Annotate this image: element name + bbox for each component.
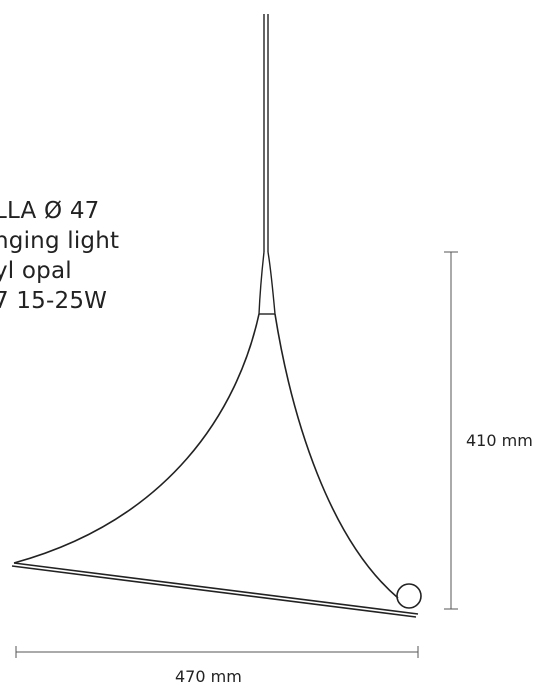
height-dimension-line [444,251,458,610]
suspension-cable [263,14,269,252]
bulb-icon [396,583,422,609]
lamp-neck [258,251,276,315]
product-material: yl opal [0,258,72,284]
height-dimension-label: 410 mm [466,431,533,450]
product-name: LLA Ø 47 [0,198,100,224]
product-lamp: 7 15-25W [0,288,108,314]
width-dimension-line [15,646,419,658]
product-type: nging light [0,228,120,254]
lamp-shade [11,313,419,618]
width-dimension-label: 470 mm [175,667,242,686]
product-spec-block: LLA Ø 47 nging light yl opal 7 15-25W [0,196,119,316]
